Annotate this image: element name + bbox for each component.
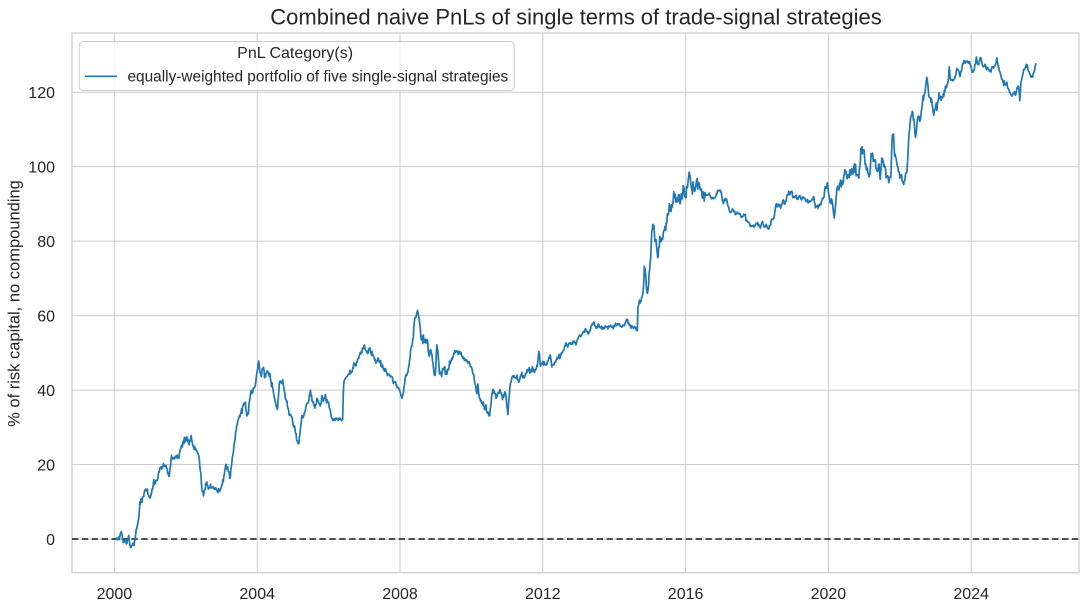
svg-text:40: 40 — [37, 383, 55, 400]
svg-text:60: 60 — [37, 308, 55, 325]
svg-text:2020: 2020 — [811, 586, 847, 603]
svg-text:2012: 2012 — [525, 586, 561, 603]
svg-text:2000: 2000 — [97, 586, 133, 603]
svg-text:equally-weighted portfolio of: equally-weighted portfolio of five singl… — [128, 69, 509, 86]
svg-text:% of risk capital, no compound: % of risk capital, no compounding — [6, 180, 24, 427]
svg-text:80: 80 — [37, 234, 55, 251]
svg-text:120: 120 — [28, 85, 55, 102]
svg-text:100: 100 — [28, 159, 55, 176]
svg-text:PnL Category(s): PnL Category(s) — [237, 45, 353, 62]
svg-text:2016: 2016 — [668, 586, 704, 603]
svg-text:0: 0 — [46, 532, 55, 549]
svg-text:2024: 2024 — [953, 586, 989, 603]
svg-text:2004: 2004 — [239, 586, 275, 603]
svg-text:20: 20 — [37, 457, 55, 474]
svg-text:Combined naive PnLs of single: Combined naive PnLs of single terms of t… — [270, 5, 881, 30]
svg-text:2008: 2008 — [382, 586, 418, 603]
